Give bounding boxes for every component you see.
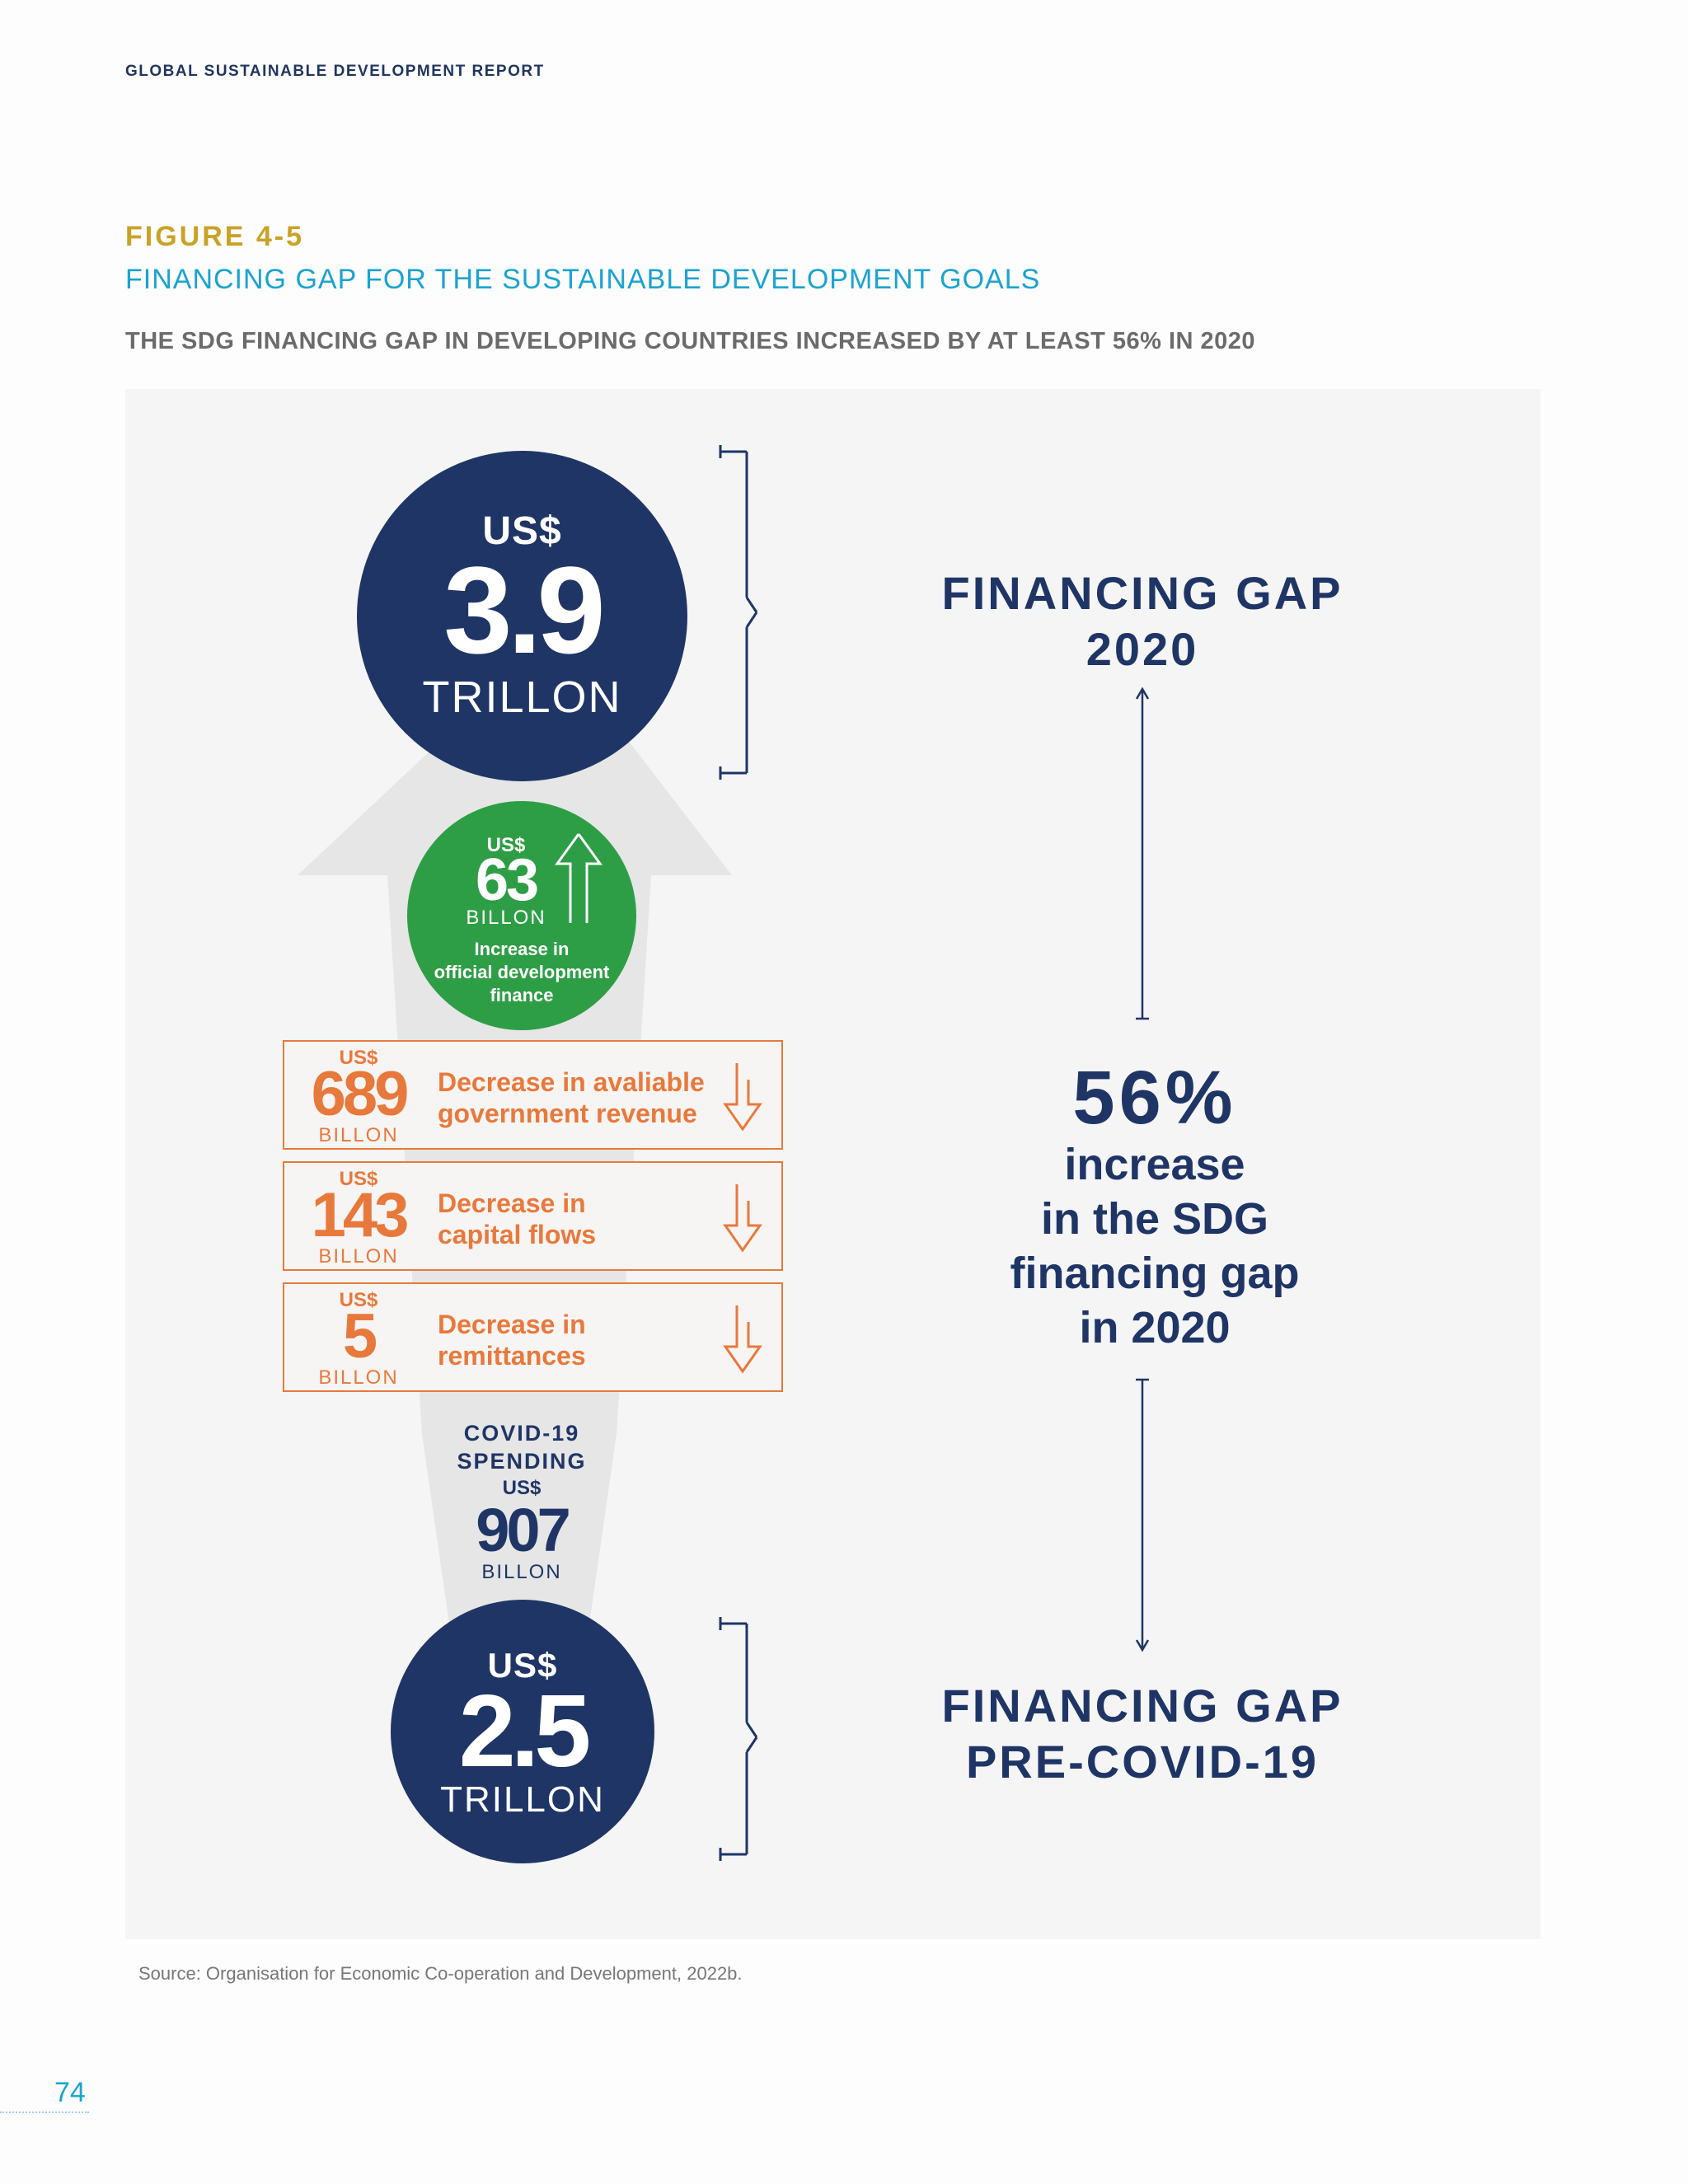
gap-pre-line-1: FINANCING GAP — [941, 1680, 1343, 1732]
decrease-description: Decrease in capital flows — [438, 1188, 710, 1250]
decrease-desc-line-1: Decrease in avaliable — [438, 1067, 705, 1097]
gap-pre-line-2: PRE-COVID-19 — [965, 1736, 1320, 1788]
running-header: GLOBAL SUSTAINABLE DEVELOPMENT REPORT — [125, 63, 545, 80]
bottom-circle-value: 2.5 — [458, 1675, 591, 1788]
decrease-desc-line-2: remittances — [438, 1341, 586, 1371]
bottom-circle-currency: US$ — [487, 1646, 558, 1685]
down-arrow-icon — [723, 1184, 762, 1253]
percent-increase-value: 56% — [1072, 1056, 1237, 1140]
gap-2020-line-1: FINANCING GAP — [941, 567, 1343, 619]
green-circle-currency: US$ — [486, 834, 526, 856]
decrease-currency: US$ — [339, 1289, 378, 1311]
page-number-rule — [0, 2111, 89, 2113]
covid-spending-block: COVID-19 SPENDING US$ 907 BILLON — [439, 1419, 604, 1586]
decrease-box-capital-flows: US$ 143 BILLON Decrease in capital flows — [283, 1161, 783, 1271]
source-note: Source: Organisation for Economic Co-ope… — [138, 1963, 743, 1984]
figure-subtitle: THE SDG FINANCING GAP IN DEVELOPING COUN… — [125, 328, 1256, 354]
green-circle-unit: BILLON — [466, 907, 546, 929]
pct-line-2: in the SDG — [1040, 1194, 1268, 1244]
decrease-value: 5 — [342, 1301, 377, 1371]
percent-increase-description: increase in the SDG financing gap in 202… — [945, 1137, 1365, 1355]
decrease-box-government-revenue: US$ 689 BILLON Decrease in avaliable gov… — [283, 1040, 783, 1150]
top-bracket — [719, 445, 758, 780]
page-number: 74 — [54, 2077, 86, 2108]
oda-increase-circle: US$ 63 BILLON Increase in official devel… — [407, 801, 636, 1030]
decrease-desc-line-1: Decrease in — [438, 1188, 586, 1218]
covid-value: 907 — [476, 1496, 570, 1564]
financing-gap-pre-covid-circle: US$ 2.5 TRILLON — [391, 1600, 654, 1863]
financing-gap-2020-label: FINANCING GAP 2020 — [912, 565, 1373, 677]
top-circle-unit: TRILLON — [422, 673, 622, 722]
bottom-bracket — [719, 1617, 758, 1861]
pct-line-3: financing gap — [1010, 1249, 1300, 1298]
covid-currency: US$ — [502, 1477, 542, 1499]
figure-title: FINANCING GAP FOR THE SUSTAINABLE DEVELO… — [125, 264, 1041, 295]
upper-vertical-arrow — [1135, 687, 1150, 1020]
up-arrow-icon — [555, 833, 603, 923]
decrease-box-remittances: US$ 5 BILLON Decrease in remittances — [283, 1282, 783, 1392]
green-circle-value: 63 — [475, 847, 539, 913]
pct-line-4: in 2020 — [1079, 1303, 1231, 1352]
top-circle-currency: US$ — [482, 509, 562, 553]
decrease-desc-line-1: Decrease in — [438, 1310, 586, 1339]
green-desc-line-3: finance — [490, 985, 554, 1005]
decrease-desc-line-2: government revenue — [438, 1099, 697, 1128]
decrease-desc-line-2: capital flows — [438, 1220, 597, 1249]
lower-vertical-arrow — [1135, 1378, 1150, 1652]
bottom-circle-unit: TRILLON — [440, 1779, 605, 1820]
green-desc-line-1: Increase in — [474, 939, 570, 959]
down-arrow-icon — [723, 1305, 762, 1374]
decrease-unit: BILLON — [318, 1245, 399, 1268]
green-desc-line-2: official development — [434, 962, 610, 982]
decrease-description: Decrease in remittances — [438, 1309, 710, 1371]
covid-line-2: SPENDING — [457, 1449, 587, 1474]
down-arrow-icon — [723, 1063, 762, 1132]
decrease-currency: US$ — [339, 1047, 378, 1069]
financing-gap-2020-circle: US$ 3.9 TRILLON — [357, 451, 687, 781]
decrease-description: Decrease in avaliable government revenue — [438, 1066, 710, 1129]
decrease-unit: BILLON — [318, 1124, 399, 1146]
top-circle-value: 3.9 — [443, 541, 606, 679]
green-circle-description: Increase in official development finance — [407, 938, 636, 1007]
covid-line-1: COVID-19 — [463, 1421, 580, 1446]
covid-unit: BILLON — [481, 1561, 562, 1583]
financing-gap-pre-covid-label: FINANCING GAP PRE-COVID-19 — [912, 1678, 1373, 1790]
decrease-currency: US$ — [339, 1168, 378, 1190]
decrease-value: 143 — [311, 1180, 410, 1250]
gap-2020-line-2: 2020 — [1085, 623, 1199, 675]
pct-line-1: increase — [1064, 1140, 1245, 1189]
figure-number: FIGURE 4-5 — [125, 221, 305, 252]
decrease-value: 689 — [311, 1059, 410, 1129]
decrease-unit: BILLON — [318, 1366, 399, 1389]
